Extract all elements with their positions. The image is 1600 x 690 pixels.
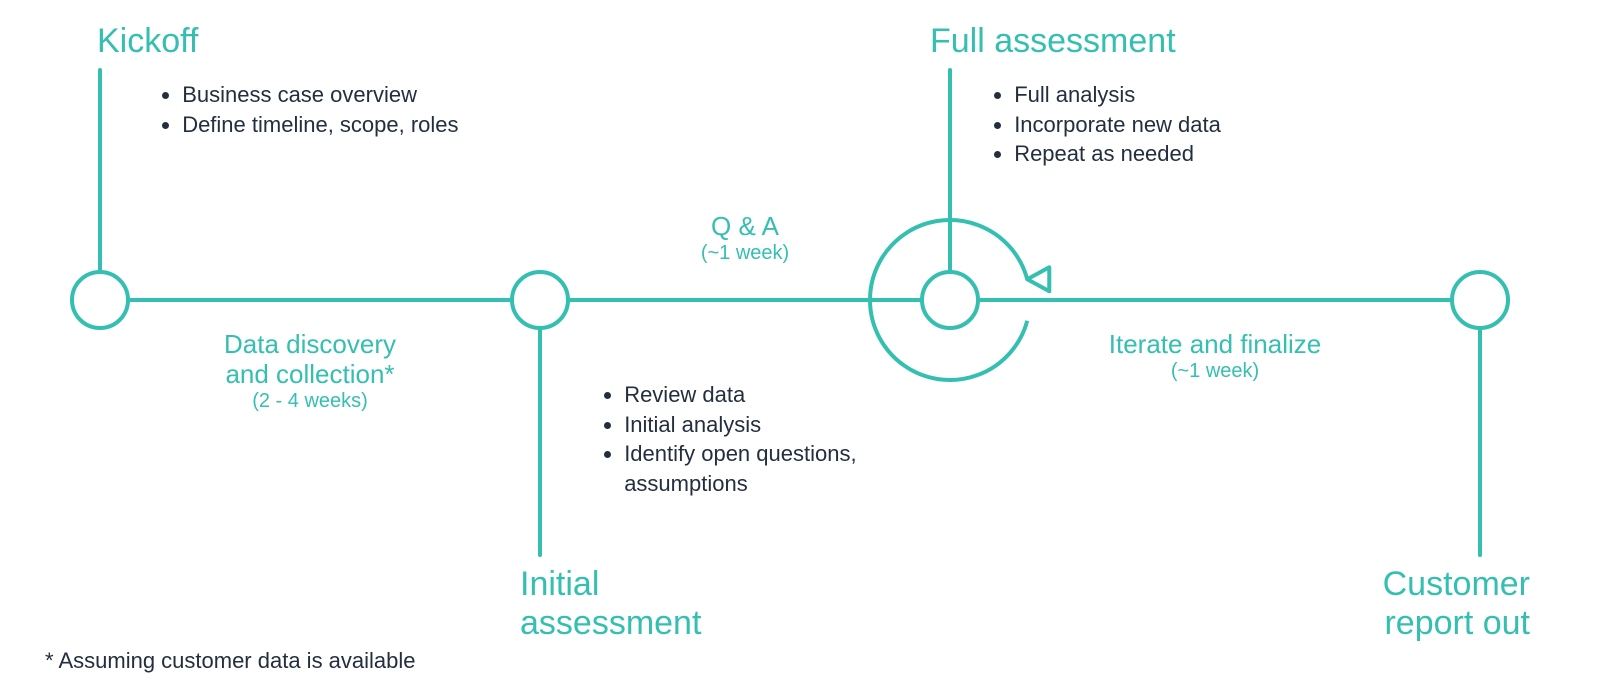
segment-label: Data discovery and collection* <box>170 330 450 390</box>
bullet-item: Repeat as needed <box>1014 139 1334 169</box>
segment-duration: (~1 week) <box>1065 360 1365 383</box>
bullet-item: Full analysis <box>1014 80 1334 110</box>
segment-duration: (~1 week) <box>665 242 825 265</box>
phase-bullets-kickoff: Business case overviewDefine timeline, s… <box>158 80 562 139</box>
bullet-item: Define timeline, scope, roles <box>182 110 562 140</box>
footnote: * Assuming customer data is available <box>45 648 416 674</box>
bullet-item: Business case overview <box>182 80 562 110</box>
bullet-item: Incorporate new data <box>1014 110 1334 140</box>
segment-label: Iterate and finalize <box>1065 330 1365 360</box>
timeline-diagram: Kickoff Business case overviewDefine time… <box>0 0 1600 690</box>
segment-data-discovery: Data discovery and collection*(2 - 4 wee… <box>170 330 450 413</box>
bullet-item: Identify open questions, assumptions <box>624 439 944 498</box>
phase-heading-full: Full assessment <box>930 22 1330 61</box>
bullet-item: Initial analysis <box>624 410 944 440</box>
phase-bullets-initial: Review dataInitial analysisIdentify open… <box>600 380 944 499</box>
segment-label: Q & A <box>665 212 825 242</box>
bullet-item: Review data <box>624 380 944 410</box>
phase-heading-customer: Customer report out <box>1340 565 1530 643</box>
segment-qa: Q & A(~1 week) <box>665 212 825 265</box>
segment-iterate: Iterate and finalize(~1 week) <box>1065 330 1365 383</box>
phase-bullets-full: Full analysisIncorporate new dataRepeat … <box>990 80 1334 169</box>
segment-duration: (2 - 4 weeks) <box>170 390 450 413</box>
phase-heading-kickoff: Kickoff <box>97 22 497 61</box>
phase-heading-initial: Initial assessment <box>520 565 920 643</box>
